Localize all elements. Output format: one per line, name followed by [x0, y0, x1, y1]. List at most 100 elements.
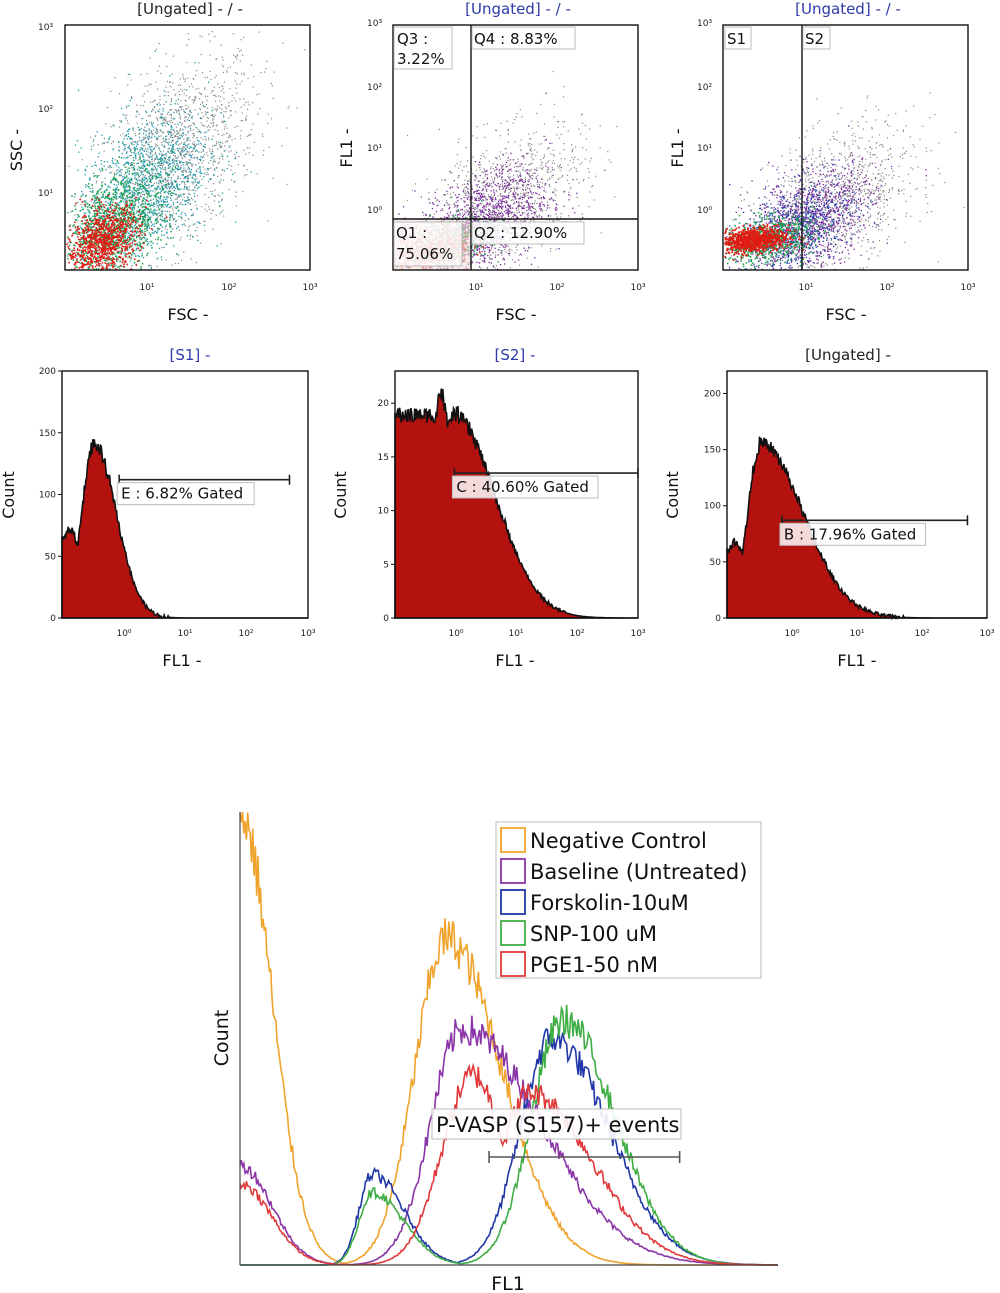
event-dot	[492, 163, 494, 165]
event-dot	[95, 193, 98, 195]
event-dot	[85, 257, 87, 259]
event-dot	[139, 245, 141, 247]
event-dot	[90, 136, 92, 138]
event-dot	[109, 197, 111, 200]
event-dot	[134, 224, 136, 227]
event-dot	[120, 250, 123, 252]
event-dot	[482, 205, 484, 207]
event-dot	[210, 122, 212, 124]
event-dot	[272, 177, 274, 179]
event-dot	[81, 249, 84, 251]
event-dot	[162, 168, 164, 170]
panel-ssc-vs-fsc: [Ungated] - / - 10³ 10² 10¹ 10¹ 10² 10³ …	[7, 0, 318, 324]
event-dot	[169, 170, 171, 172]
event-dot	[140, 204, 142, 206]
event-dot	[130, 202, 132, 204]
event-dot	[79, 198, 81, 201]
event-dot	[566, 174, 569, 176]
event-dot	[138, 259, 141, 262]
event-dot	[80, 266, 82, 268]
event-dot	[203, 106, 205, 108]
event-dot	[208, 196, 210, 199]
event-dot	[75, 202, 77, 205]
event-dot	[104, 262, 106, 264]
event-dot	[243, 74, 245, 76]
event-dot	[181, 180, 183, 183]
event-dot	[118, 252, 120, 254]
event-dot	[98, 229, 101, 231]
event-dot	[163, 161, 165, 163]
event-dot	[538, 143, 540, 145]
event-dot	[88, 228, 90, 231]
event-dot	[156, 176, 158, 179]
event-dot	[259, 108, 261, 110]
event-dot	[160, 171, 162, 173]
event-dot	[141, 218, 144, 220]
event-dot	[176, 205, 179, 208]
event-dot	[135, 135, 137, 137]
event-dot	[120, 252, 122, 255]
event-dot	[112, 193, 115, 195]
event-dot	[124, 202, 126, 204]
event-dot	[220, 179, 222, 181]
event-dot	[86, 256, 89, 258]
event-dot	[114, 215, 116, 218]
event-dot	[156, 214, 158, 216]
event-dot	[86, 225, 89, 227]
event-dot	[108, 137, 110, 140]
event-dot	[225, 124, 227, 126]
event-dot	[157, 230, 159, 232]
event-dot	[131, 194, 134, 197]
event-dot	[179, 239, 181, 241]
event-dot	[142, 247, 145, 249]
event-dot	[115, 180, 117, 182]
event-dot	[169, 216, 171, 218]
event-dot	[129, 227, 131, 229]
event-dot	[164, 95, 166, 97]
event-dot	[116, 170, 118, 172]
event-dot	[116, 221, 118, 223]
event-dot	[127, 147, 129, 149]
event-dot	[172, 144, 174, 146]
event-dot	[90, 263, 92, 265]
event-dot	[138, 197, 140, 199]
event-dot	[127, 222, 130, 224]
event-dot	[134, 219, 137, 222]
event-dot	[95, 243, 97, 246]
event-dot	[103, 223, 105, 225]
event-dot	[127, 214, 129, 216]
event-dot	[103, 165, 105, 167]
event-dot	[235, 191, 237, 193]
event-dot	[189, 235, 191, 237]
event-dot	[83, 242, 86, 245]
event-dot	[129, 242, 132, 245]
event-dot	[515, 183, 518, 185]
event-dot	[114, 178, 117, 181]
event-dot	[81, 250, 84, 253]
event-dot	[156, 168, 158, 170]
event-dot	[108, 138, 110, 140]
event-dot	[129, 234, 131, 236]
event-dot	[143, 187, 146, 189]
event-dot	[158, 147, 160, 149]
event-dot	[193, 135, 195, 137]
event-dot	[190, 116, 193, 118]
event-dot	[77, 253, 80, 256]
event-dot	[179, 118, 182, 120]
event-dot	[145, 214, 147, 216]
event-dot	[162, 137, 164, 139]
event-dot	[152, 198, 155, 200]
event-dot	[242, 54, 244, 56]
event-dot	[162, 110, 164, 112]
event-dot	[190, 197, 192, 199]
event-dot	[107, 250, 109, 252]
event-dot	[184, 225, 186, 227]
event-dot	[110, 262, 112, 265]
event-dot	[177, 186, 179, 189]
event-dot	[148, 185, 150, 187]
event-dot	[164, 210, 166, 212]
event-dot	[534, 213, 536, 215]
event-dot	[191, 117, 193, 119]
event-dot	[210, 191, 212, 193]
event-dot	[187, 177, 189, 179]
